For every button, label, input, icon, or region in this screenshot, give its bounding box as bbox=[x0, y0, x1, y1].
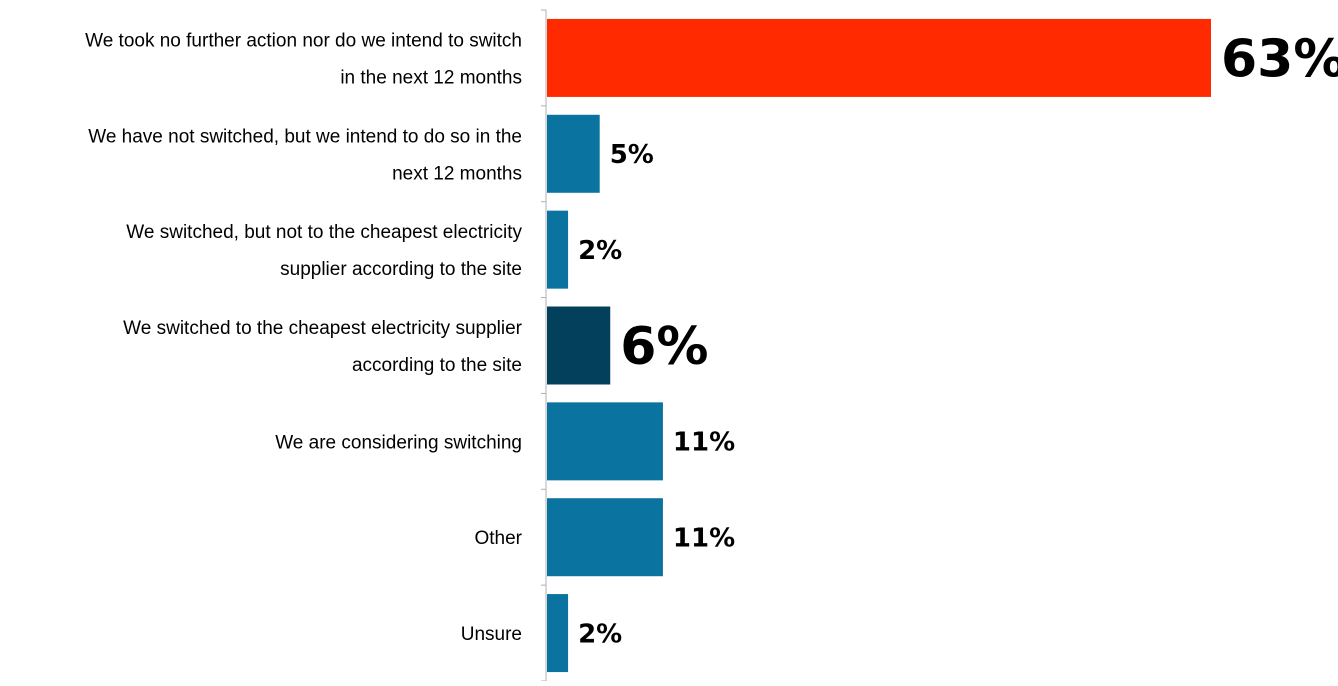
bars-layer bbox=[547, 18, 1211, 673]
category-label: Other bbox=[474, 528, 522, 549]
bar bbox=[547, 114, 600, 193]
bar-value-label: 11% bbox=[673, 524, 735, 554]
bar-value-label: 63% bbox=[1221, 30, 1338, 90]
category-label: We switched, but not to the cheapest ele… bbox=[126, 222, 522, 243]
bar bbox=[547, 18, 1211, 97]
bar-value-label: 11% bbox=[673, 428, 735, 458]
category-label: We switched to the cheapest electricity … bbox=[123, 318, 523, 339]
bar-value-label: 6% bbox=[620, 317, 708, 377]
category-label: in the next 12 months bbox=[340, 67, 522, 88]
labels-layer: 63% We took no further action nor do we i… bbox=[85, 30, 1338, 650]
bar bbox=[547, 210, 569, 289]
axis-layer bbox=[541, 9, 547, 682]
category-label: next 12 months bbox=[392, 163, 522, 184]
bar bbox=[547, 306, 611, 385]
bar bbox=[547, 594, 569, 673]
bar-value-label: 2% bbox=[578, 236, 622, 266]
category-label: We are considering switching bbox=[275, 432, 522, 453]
bar-value-label: 5% bbox=[610, 140, 654, 170]
bar bbox=[547, 402, 663, 481]
category-label: according to the site bbox=[352, 355, 522, 376]
category-label: We took no further action nor do we inte… bbox=[85, 30, 522, 51]
category-label: We have not switched, but we intend to d… bbox=[88, 126, 522, 147]
bar bbox=[547, 498, 663, 577]
bar-value-label: 2% bbox=[578, 619, 622, 649]
category-label: supplier according to the site bbox=[280, 259, 522, 280]
category-label: Unsure bbox=[461, 624, 522, 645]
